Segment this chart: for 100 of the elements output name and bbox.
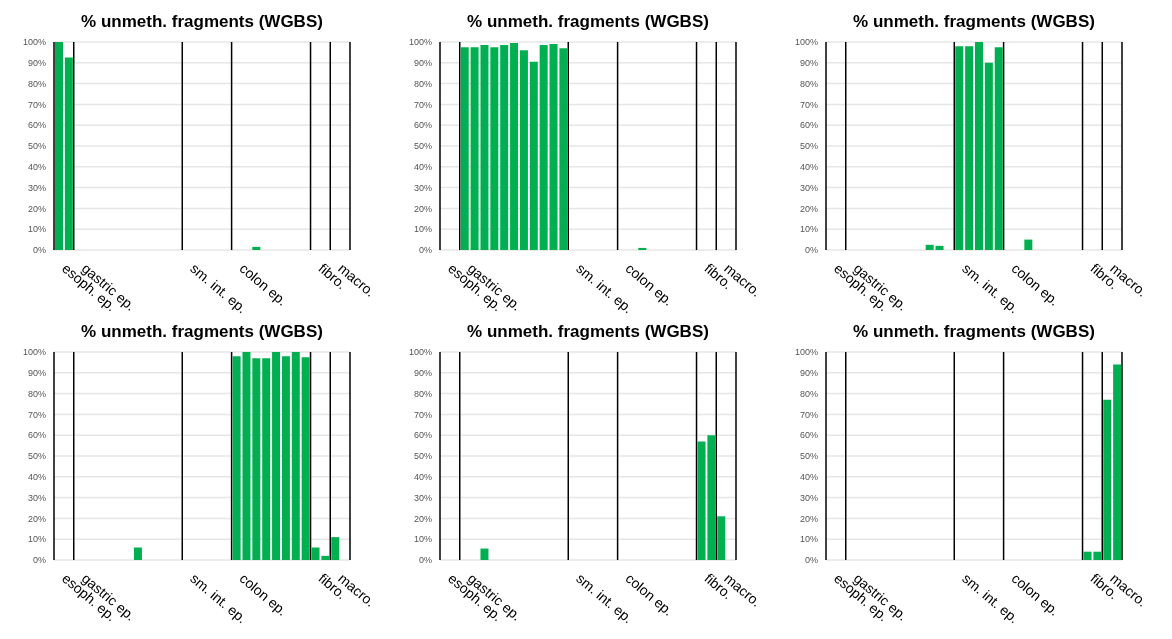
y-tick-label: 70% (799, 99, 818, 110)
y-tick-label: 30% (27, 182, 46, 193)
bar (252, 358, 261, 560)
y-tick-label: 90% (27, 367, 46, 378)
y-tick-label: 10% (413, 534, 432, 545)
y-tick-label: 0% (32, 555, 46, 566)
chart-title: % unmeth. fragments (WGBS) (852, 11, 1096, 33)
bar (64, 57, 73, 250)
y-tick-label: 40% (413, 471, 432, 482)
bar (460, 47, 469, 250)
y-tick-label: 80% (27, 388, 46, 399)
bar (638, 247, 647, 250)
y-tick-label: 80% (413, 78, 432, 89)
y-tick-label: 60% (27, 120, 46, 131)
y-tick-label: 60% (413, 430, 432, 441)
bar (500, 45, 509, 250)
y-tick-label: 40% (413, 162, 432, 172)
y-tick-label: 20% (413, 513, 432, 524)
bar (262, 358, 271, 560)
y-tick-label: 70% (413, 99, 432, 110)
bar (331, 537, 340, 560)
bar (984, 62, 993, 250)
y-tick-label: 50% (799, 141, 818, 152)
y-tick-label: 100% (408, 37, 432, 48)
y-tick-label: 50% (27, 141, 46, 152)
y-tick-label: 60% (799, 430, 818, 441)
bar (490, 47, 499, 250)
bar (955, 46, 964, 250)
y-tick-label: 40% (27, 471, 46, 482)
bar (925, 244, 934, 250)
y-tick-label: 0% (418, 555, 432, 566)
bar (510, 43, 519, 250)
bar (519, 50, 528, 250)
y-tick-label: 30% (799, 492, 818, 503)
y-tick-label: 10% (27, 224, 46, 235)
y-tick-label: 60% (799, 120, 818, 131)
y-tick-label: 70% (413, 409, 432, 420)
y-tick-label: 100% (794, 347, 818, 358)
y-tick-label: 10% (413, 224, 432, 235)
bar (529, 61, 538, 250)
y-tick-label: 20% (413, 203, 432, 214)
y-tick-label: 100% (408, 347, 432, 358)
y-tick-label: 10% (799, 534, 818, 545)
y-tick-label: 90% (799, 57, 818, 68)
bar (272, 352, 281, 560)
bar (1024, 239, 1033, 250)
y-tick-label: 100% (22, 37, 46, 48)
bar (55, 42, 63, 250)
y-tick-label: 0% (804, 555, 818, 566)
bar (291, 352, 300, 560)
bar (252, 246, 261, 250)
y-tick-label: 30% (413, 182, 432, 193)
y-tick-label: 70% (799, 409, 818, 420)
y-tick-label: 40% (27, 162, 46, 172)
y-tick-label: 20% (27, 203, 46, 214)
bar (1113, 364, 1122, 560)
y-tick-label: 90% (799, 367, 818, 378)
bar (281, 356, 290, 560)
y-tick-label: 30% (27, 492, 46, 503)
chart-title: % unmeth. fragments (WGBS) (80, 11, 324, 33)
chart-title: % unmeth. fragments (WGBS) (466, 11, 710, 33)
y-tick-label: 30% (413, 492, 432, 503)
bar (965, 46, 974, 250)
y-tick-label: 100% (794, 37, 818, 48)
y-tick-label: 90% (413, 367, 432, 378)
y-tick-label: 10% (27, 534, 46, 545)
y-tick-label: 30% (799, 182, 818, 193)
y-tick-label: 80% (799, 388, 818, 399)
bar (480, 548, 489, 560)
y-tick-label: 80% (799, 78, 818, 89)
bar (935, 245, 944, 250)
y-tick-label: 90% (27, 57, 46, 68)
bar (1103, 399, 1112, 560)
bar (301, 357, 310, 560)
y-tick-label: 60% (413, 120, 432, 131)
y-tick-label: 70% (27, 409, 46, 420)
bar (133, 547, 142, 560)
y-tick-label: 60% (27, 430, 46, 441)
bar (975, 42, 983, 250)
y-tick-label: 100% (22, 347, 46, 358)
y-tick-label: 40% (799, 162, 818, 172)
y-tick-label: 80% (413, 388, 432, 399)
y-tick-label: 20% (27, 513, 46, 524)
y-tick-label: 50% (27, 451, 46, 462)
bar (539, 45, 548, 250)
y-tick-label: 70% (27, 99, 46, 110)
chart-title: % unmeth. fragments (WGBS) (80, 321, 324, 343)
y-tick-label: 90% (413, 57, 432, 68)
y-tick-label: 50% (799, 451, 818, 462)
y-tick-label: 80% (27, 78, 46, 89)
chart-title: % unmeth. fragments (WGBS) (852, 321, 1096, 343)
y-tick-label: 20% (799, 513, 818, 524)
chart-title: % unmeth. fragments (WGBS) (466, 321, 710, 343)
bar (994, 47, 1003, 250)
bar (717, 516, 726, 560)
y-tick-label: 0% (804, 245, 818, 256)
y-tick-label: 40% (799, 471, 818, 482)
y-tick-label: 0% (32, 245, 46, 256)
y-tick-label: 10% (799, 224, 818, 235)
y-tick-label: 50% (413, 451, 432, 462)
